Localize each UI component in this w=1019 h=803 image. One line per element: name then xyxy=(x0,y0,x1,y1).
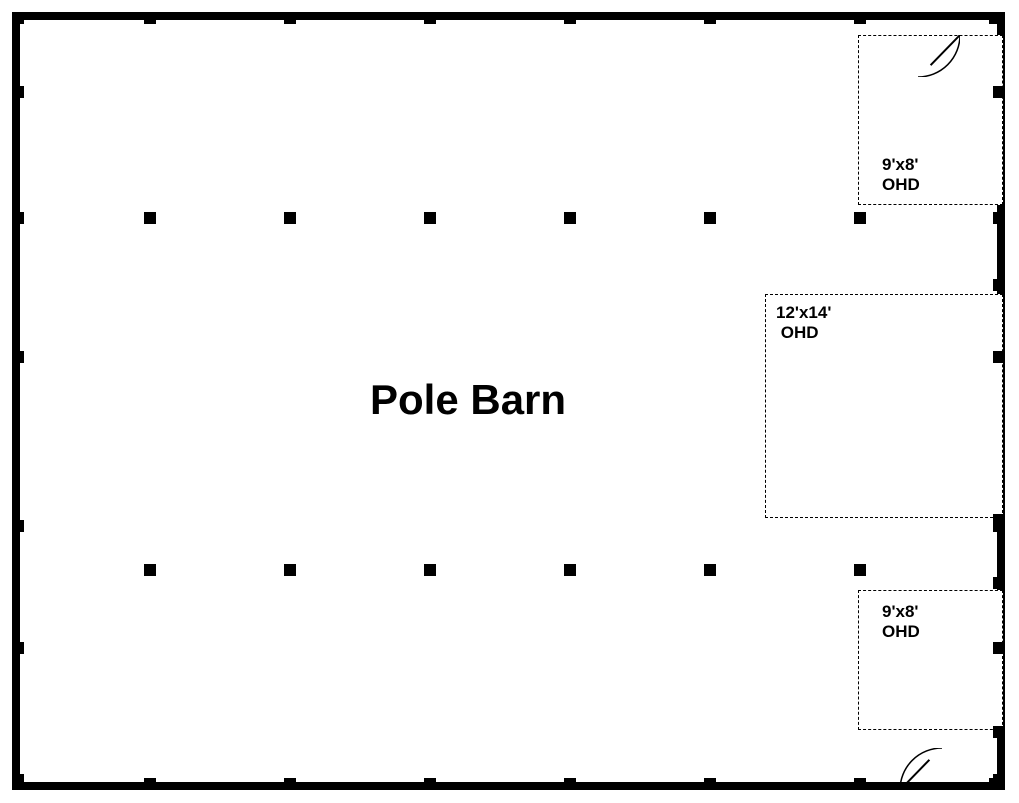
perimeter-post xyxy=(12,212,24,224)
perimeter-post xyxy=(854,778,866,790)
perimeter-post xyxy=(12,774,24,786)
floor-plan-canvas: 9'x8' OHD 12'x14' OHD 9'x8' OHD Pole Barn xyxy=(0,0,1019,803)
wall-left xyxy=(12,12,20,790)
interior-post xyxy=(564,564,576,576)
perimeter-post xyxy=(993,212,1005,224)
interior-post xyxy=(704,212,716,224)
ohd-middle-label: 12'x14' OHD xyxy=(776,303,831,344)
ohd-bottom-box xyxy=(858,590,1003,730)
perimeter-post xyxy=(564,778,576,790)
interior-post xyxy=(854,212,866,224)
interior-post xyxy=(284,564,296,576)
perimeter-post xyxy=(424,778,436,790)
interior-post xyxy=(424,212,436,224)
interior-post xyxy=(424,564,436,576)
interior-post xyxy=(854,564,866,576)
perimeter-post xyxy=(993,12,1005,24)
perimeter-post xyxy=(12,86,24,98)
perimeter-post xyxy=(284,778,296,790)
wall-right-jamb-1 xyxy=(1003,294,1005,517)
perimeter-post xyxy=(704,778,716,790)
interior-post xyxy=(144,212,156,224)
perimeter-post xyxy=(144,12,156,24)
interior-post xyxy=(284,212,296,224)
perimeter-post xyxy=(704,12,716,24)
perimeter-post xyxy=(854,12,866,24)
interior-post xyxy=(704,564,716,576)
perimeter-post xyxy=(424,12,436,24)
interior-post xyxy=(564,212,576,224)
plan-title: Pole Barn xyxy=(370,375,566,425)
door-top xyxy=(918,35,960,77)
perimeter-post xyxy=(12,520,24,532)
interior-post xyxy=(144,564,156,576)
perimeter-post xyxy=(144,778,156,790)
perimeter-post xyxy=(12,12,24,24)
perimeter-post xyxy=(993,774,1005,786)
wall-right-jamb-2 xyxy=(1003,590,1005,730)
perimeter-post xyxy=(284,12,296,24)
perimeter-post xyxy=(12,351,24,363)
ohd-top-label: 9'x8' OHD xyxy=(882,155,920,196)
perimeter-post xyxy=(564,12,576,24)
ohd-bottom-label: 9'x8' OHD xyxy=(882,602,920,643)
door-bottom xyxy=(900,748,942,790)
wall-right-jamb-0 xyxy=(1003,35,1005,205)
perimeter-post xyxy=(993,577,1005,589)
perimeter-post xyxy=(12,642,24,654)
perimeter-post xyxy=(993,279,1005,291)
